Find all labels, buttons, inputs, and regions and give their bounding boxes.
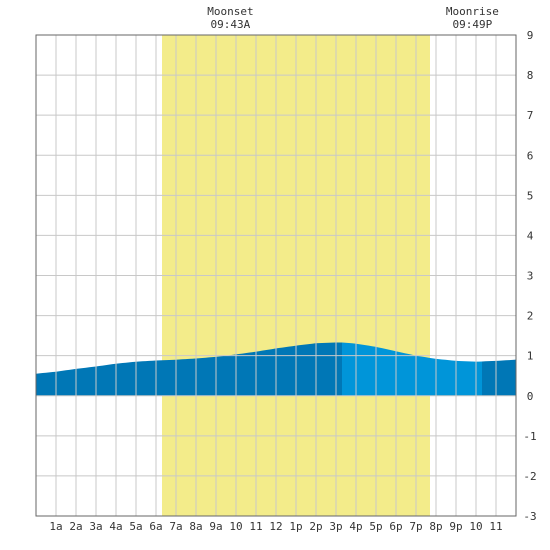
x-tick-label: 10: [229, 520, 242, 533]
y-tick-label: 8: [527, 69, 534, 82]
x-tick-label: 2a: [69, 520, 82, 533]
x-tick-label: 8p: [429, 520, 442, 533]
y-tick-label: 4: [527, 229, 534, 242]
x-tick-label: 5p: [369, 520, 382, 533]
x-tick-label: 3p: [329, 520, 342, 533]
x-tick-label: 9a: [209, 520, 222, 533]
x-tick-label: 3a: [89, 520, 102, 533]
grid-layer: [35, 34, 517, 517]
x-tick-label: 6a: [149, 520, 162, 533]
moon-event-name: Moonset: [207, 5, 253, 18]
y-tick-label: 2: [527, 310, 534, 323]
x-tick-label: 1a: [49, 520, 62, 533]
y-tick-label: 0: [527, 390, 534, 403]
x-tick-label: 12: [269, 520, 282, 533]
tide-area-segment-3: [482, 359, 516, 396]
y-tick-label: -2: [523, 470, 536, 483]
x-tick-label: 7p: [409, 520, 422, 533]
x-tick-label: 4p: [349, 520, 362, 533]
y-tick-label: -3: [523, 510, 536, 523]
y-tick-label: 1: [527, 350, 534, 363]
y-tick-label: 5: [527, 189, 534, 202]
x-tick-label: 11: [489, 520, 502, 533]
x-tick-labels: 1a 2a 3a 4a 5a 6a 7a 8a 9a 10 11 12 1p 2p 3p 4p 5p 6p 7p 8p…: [49, 520, 502, 533]
x-tick-label: 1p: [289, 520, 302, 533]
x-tick-label: 8a: [189, 520, 202, 533]
moon-event-time: 09:43A: [211, 18, 251, 31]
x-tick-label: 7a: [169, 520, 182, 533]
x-tick-label: 10: [469, 520, 482, 533]
y-tick-label: 9: [527, 29, 534, 42]
y-tick-labels: -3 -2 -1 0 1 2 3 4 5 6 7 8 9: [523, 29, 536, 523]
x-tick-label: 2p: [309, 520, 322, 533]
plot-frame: [35, 34, 517, 517]
x-tick-label: 4a: [109, 520, 122, 533]
x-tick-label: 9p: [449, 520, 462, 533]
moon-event-time: 09:49P: [453, 18, 493, 31]
y-tick-label: -1: [523, 430, 536, 443]
y-tick-label: 3: [527, 270, 534, 283]
plot-frame-layer: [35, 34, 517, 517]
y-tick-label: 7: [527, 109, 534, 122]
y-tick-label: 6: [527, 149, 534, 162]
x-tick-label: 5a: [129, 520, 142, 533]
x-tick-label: 6p: [389, 520, 402, 533]
x-tick-label: 11: [249, 520, 262, 533]
moon-event-name: Moonrise: [446, 5, 499, 18]
